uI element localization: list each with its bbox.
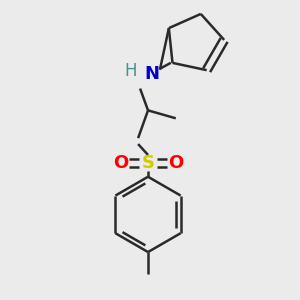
Text: H: H bbox=[124, 62, 136, 80]
Text: O: O bbox=[168, 154, 183, 172]
Text: S: S bbox=[142, 154, 154, 172]
Text: N: N bbox=[145, 65, 160, 83]
Text: O: O bbox=[113, 154, 128, 172]
